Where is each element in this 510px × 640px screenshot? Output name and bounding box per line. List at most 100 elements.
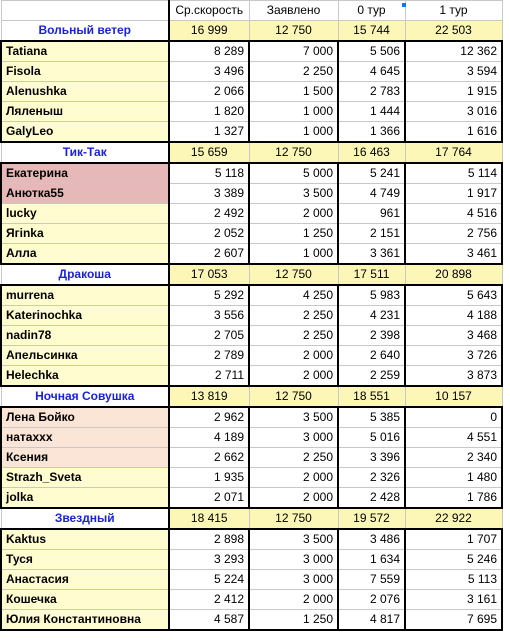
team-total-cell[interactable]: 15 659 [168, 141, 250, 164]
member-value-cell[interactable]: 2 340 [404, 447, 503, 468]
member-value-cell[interactable]: 2 000 [248, 365, 339, 387]
member-value-cell[interactable]: 1 000 [248, 101, 339, 122]
member-value-cell[interactable]: 5 114 [404, 162, 503, 184]
member-value-cell[interactable]: 5 224 [168, 569, 250, 590]
column-header[interactable]: Заявлено [248, 0, 339, 21]
member-value-cell[interactable]: 1 000 [248, 121, 339, 143]
member-value-cell[interactable]: 3 486 [337, 528, 406, 550]
team-total-cell[interactable]: 17 511 [337, 263, 406, 286]
member-value-cell[interactable]: 3 000 [248, 549, 339, 570]
member-value-cell[interactable]: 0 [404, 406, 503, 428]
member-value-cell[interactable]: 2 662 [168, 447, 250, 468]
member-value-cell[interactable]: 961 [337, 203, 406, 224]
member-value-cell[interactable]: 5 241 [337, 162, 406, 184]
member-value-cell[interactable]: 7 559 [337, 569, 406, 590]
member-value-cell[interactable]: 1 480 [404, 467, 503, 488]
member-value-cell[interactable]: 2 066 [168, 81, 250, 102]
member-name-cell[interactable]: Кошечка [0, 589, 170, 610]
selection-handle[interactable] [402, 3, 406, 7]
team-name-cell[interactable]: Ночная Совушка [0, 385, 170, 408]
team-total-cell[interactable]: 12 750 [248, 507, 339, 530]
member-value-cell[interactable]: 2 783 [337, 81, 406, 102]
member-value-cell[interactable]: 1 634 [337, 549, 406, 570]
member-name-cell[interactable]: Алла [0, 243, 170, 265]
member-name-cell[interactable]: Апельсинка [0, 345, 170, 366]
member-value-cell[interactable]: 2 326 [337, 467, 406, 488]
member-value-cell[interactable]: 3 000 [248, 569, 339, 590]
member-value-cell[interactable]: 1 616 [404, 121, 503, 143]
column-header[interactable]: 0 тур [337, 0, 406, 21]
member-value-cell[interactable]: 2 076 [337, 589, 406, 610]
team-total-cell[interactable]: 20 898 [404, 263, 503, 286]
member-value-cell[interactable]: 2 259 [337, 365, 406, 387]
member-value-cell[interactable]: 5 292 [168, 284, 250, 306]
member-name-cell[interactable]: Strazh_Sveta [0, 467, 170, 488]
member-value-cell[interactable]: 1 366 [337, 121, 406, 143]
member-value-cell[interactable]: 2 428 [337, 487, 406, 509]
member-value-cell[interactable]: 2 492 [168, 203, 250, 224]
member-value-cell[interactable]: 1 500 [248, 81, 339, 102]
member-name-cell[interactable]: Kaktus [0, 528, 170, 550]
member-value-cell[interactable]: 5 113 [404, 569, 503, 590]
member-value-cell[interactable]: 3 389 [168, 183, 250, 204]
member-value-cell[interactable]: 3 500 [248, 406, 339, 428]
member-value-cell[interactable]: 7 000 [248, 40, 339, 62]
member-value-cell[interactable]: 3 161 [404, 589, 503, 610]
member-value-cell[interactable]: 3 468 [404, 325, 503, 346]
team-total-cell[interactable]: 13 819 [168, 385, 250, 408]
member-name-cell[interactable]: Ксения [0, 447, 170, 468]
team-total-cell[interactable]: 18 415 [168, 507, 250, 530]
member-name-cell[interactable]: GalyLeo [0, 121, 170, 143]
member-value-cell[interactable]: 2 000 [248, 589, 339, 610]
member-value-cell[interactable]: 2 398 [337, 325, 406, 346]
member-name-cell[interactable]: nadin78 [0, 325, 170, 346]
member-name-cell[interactable]: Туся [0, 549, 170, 570]
team-total-cell[interactable]: 12 750 [248, 141, 339, 164]
team-total-cell[interactable]: 12 750 [248, 385, 339, 408]
team-name-cell[interactable]: Тик-Так [0, 141, 170, 164]
member-value-cell[interactable]: 4 587 [168, 609, 250, 631]
member-value-cell[interactable]: 3 000 [248, 427, 339, 448]
member-value-cell[interactable]: 3 873 [404, 365, 503, 387]
member-value-cell[interactable]: 2 756 [404, 223, 503, 244]
member-value-cell[interactable]: 2 071 [168, 487, 250, 509]
member-value-cell[interactable]: 4 188 [404, 305, 503, 326]
member-value-cell[interactable]: 2 250 [248, 61, 339, 82]
member-name-cell[interactable]: lucky [0, 203, 170, 224]
member-value-cell[interactable]: 3 500 [248, 528, 339, 550]
member-value-cell[interactable]: 2 000 [248, 345, 339, 366]
team-total-cell[interactable]: 17 764 [404, 141, 503, 164]
member-name-cell[interactable]: Helechka [0, 365, 170, 387]
member-name-cell[interactable]: Katerinochka [0, 305, 170, 326]
member-value-cell[interactable]: 2 711 [168, 365, 250, 387]
team-total-cell[interactable]: 17 053 [168, 263, 250, 286]
member-value-cell[interactable]: 4 551 [404, 427, 503, 448]
member-value-cell[interactable]: 2 898 [168, 528, 250, 550]
member-value-cell[interactable]: 2 412 [168, 589, 250, 610]
member-value-cell[interactable]: 1 917 [404, 183, 503, 204]
member-value-cell[interactable]: 3 361 [337, 243, 406, 265]
member-value-cell[interactable]: 5 506 [337, 40, 406, 62]
member-value-cell[interactable]: 1 915 [404, 81, 503, 102]
member-value-cell[interactable]: 3 500 [248, 183, 339, 204]
member-value-cell[interactable]: 2 000 [248, 203, 339, 224]
member-value-cell[interactable]: 2 000 [248, 467, 339, 488]
team-total-cell[interactable]: 12 750 [248, 263, 339, 286]
member-value-cell[interactable]: 3 016 [404, 101, 503, 122]
team-total-cell[interactable]: 19 572 [337, 507, 406, 530]
member-value-cell[interactable]: 1 250 [248, 609, 339, 631]
member-value-cell[interactable]: 5 246 [404, 549, 503, 570]
member-value-cell[interactable]: 1 935 [168, 467, 250, 488]
member-value-cell[interactable]: 1 250 [248, 223, 339, 244]
member-value-cell[interactable]: 1 707 [404, 528, 503, 550]
member-value-cell[interactable]: 5 983 [337, 284, 406, 306]
team-name-cell[interactable]: Звездный [0, 507, 170, 530]
member-value-cell[interactable]: 1 820 [168, 101, 250, 122]
member-name-cell[interactable]: Tatiana [0, 40, 170, 62]
member-value-cell[interactable]: 2 789 [168, 345, 250, 366]
member-name-cell[interactable]: Анастасия [0, 569, 170, 590]
member-value-cell[interactable]: 4 516 [404, 203, 503, 224]
member-name-cell[interactable]: jolka [0, 487, 170, 509]
member-value-cell[interactable]: 5 000 [248, 162, 339, 184]
team-total-cell[interactable]: 16 463 [337, 141, 406, 164]
